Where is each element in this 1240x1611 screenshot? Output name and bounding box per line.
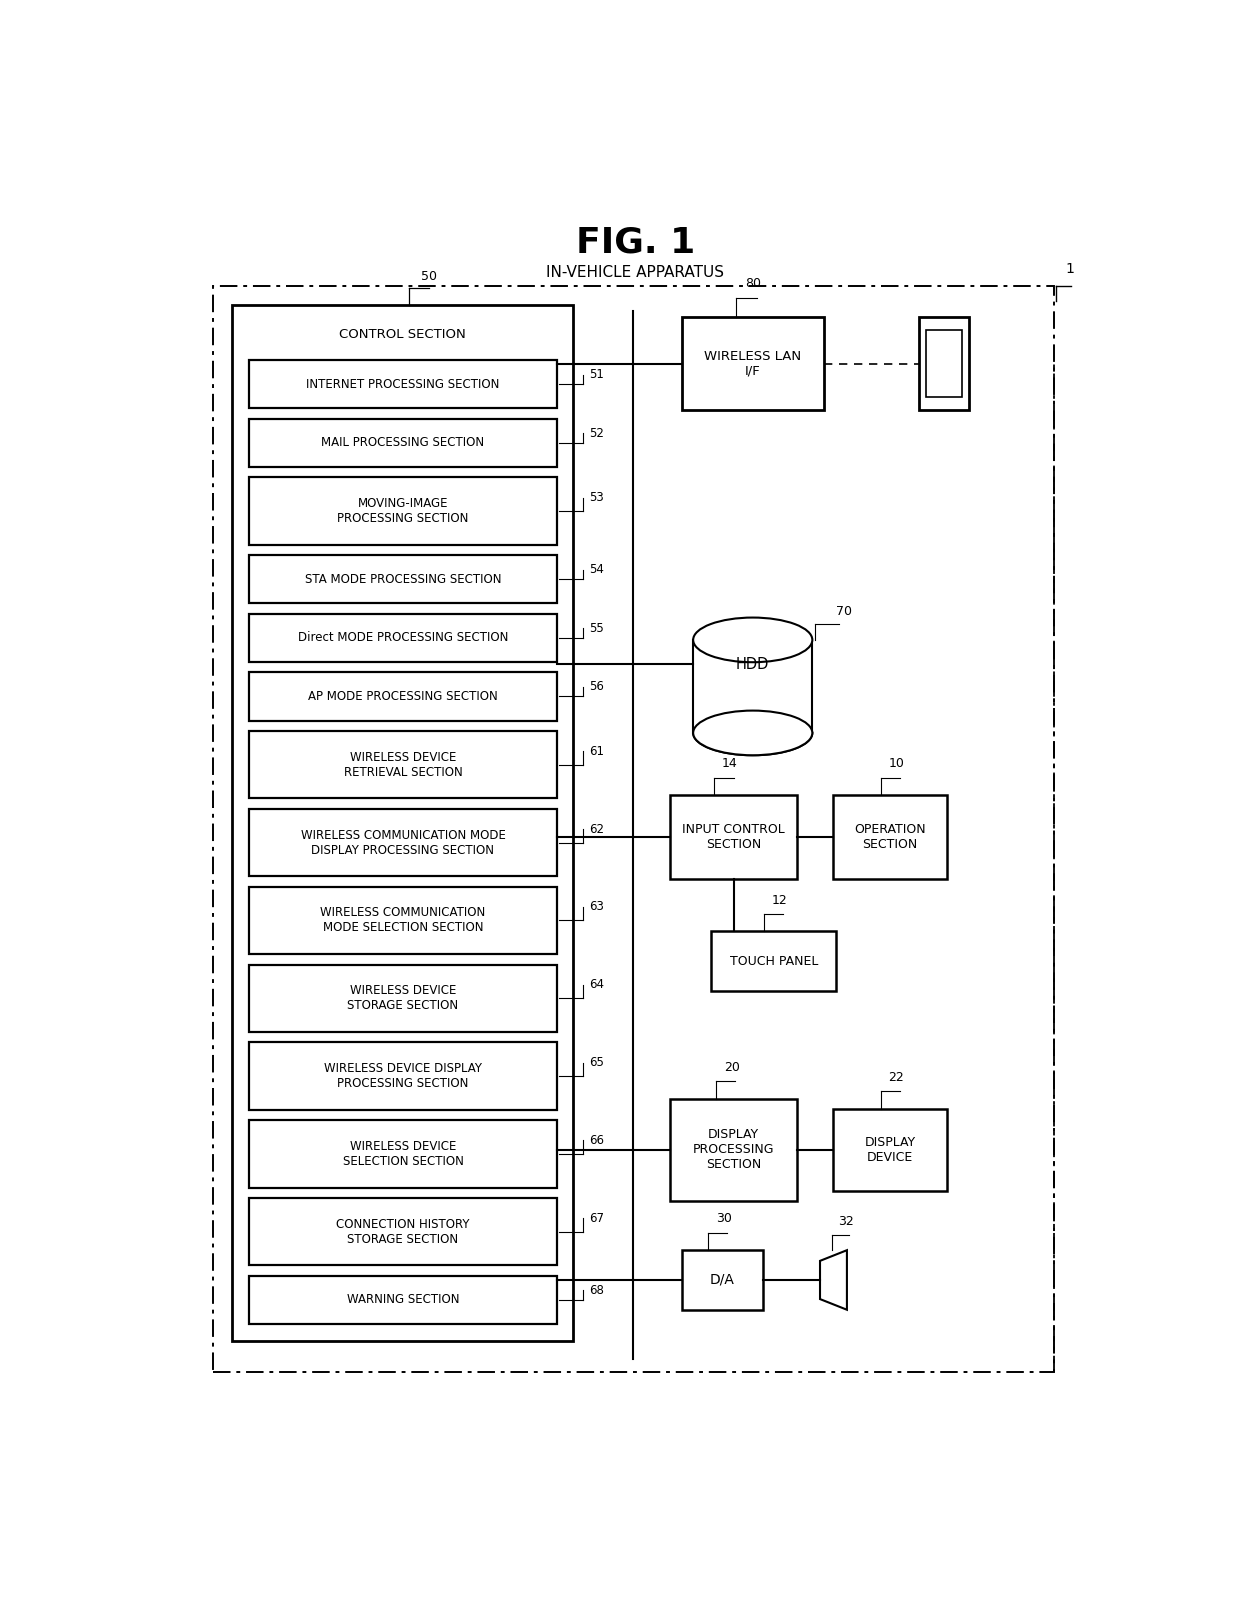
Text: 10: 10	[888, 757, 904, 770]
Text: 12: 12	[773, 894, 787, 907]
Text: DISPLAY
PROCESSING
SECTION: DISPLAY PROCESSING SECTION	[693, 1128, 774, 1171]
Ellipse shape	[693, 617, 812, 662]
Text: 30: 30	[715, 1213, 732, 1226]
Text: 62: 62	[589, 823, 604, 836]
Text: 22: 22	[888, 1071, 904, 1084]
Text: HDD: HDD	[737, 657, 770, 672]
Text: 1: 1	[1065, 263, 1074, 277]
Text: OPERATION
SECTION: OPERATION SECTION	[854, 823, 926, 851]
Polygon shape	[820, 1250, 847, 1310]
Text: 68: 68	[589, 1284, 604, 1297]
Text: DISPLAY
DEVICE: DISPLAY DEVICE	[864, 1136, 915, 1163]
Ellipse shape	[693, 710, 812, 756]
Text: 80: 80	[745, 277, 761, 290]
Text: FIG. 1: FIG. 1	[575, 226, 696, 259]
Text: 54: 54	[589, 564, 604, 577]
Text: 56: 56	[589, 680, 604, 693]
Text: TOUCH PANEL: TOUCH PANEL	[729, 955, 818, 968]
Text: 53: 53	[589, 491, 604, 504]
Text: CONNECTION HISTORY
STORAGE SECTION: CONNECTION HISTORY STORAGE SECTION	[336, 1218, 470, 1245]
Text: 32: 32	[838, 1215, 853, 1228]
Text: WIRELESS DEVICE
SELECTION SECTION: WIRELESS DEVICE SELECTION SECTION	[342, 1141, 464, 1168]
Text: MOVING-IMAGE
PROCESSING SECTION: MOVING-IMAGE PROCESSING SECTION	[337, 498, 469, 525]
Text: 20: 20	[724, 1062, 740, 1075]
Text: 51: 51	[589, 367, 604, 382]
Text: IN-VEHICLE APPARATUS: IN-VEHICLE APPARATUS	[547, 266, 724, 280]
Text: 67: 67	[589, 1211, 604, 1224]
Text: AP MODE PROCESSING SECTION: AP MODE PROCESSING SECTION	[308, 690, 497, 702]
Text: INPUT CONTROL
SECTION: INPUT CONTROL SECTION	[682, 823, 785, 851]
Text: WIRELESS DEVICE
STORAGE SECTION: WIRELESS DEVICE STORAGE SECTION	[347, 984, 459, 1012]
Text: MAIL PROCESSING SECTION: MAIL PROCESSING SECTION	[321, 437, 485, 449]
Text: 63: 63	[589, 901, 604, 913]
Text: 65: 65	[589, 1057, 604, 1070]
Text: 55: 55	[589, 622, 604, 635]
Text: WIRELESS COMMUNICATION
MODE SELECTION SECTION: WIRELESS COMMUNICATION MODE SELECTION SE…	[320, 907, 486, 934]
Text: WIRELESS DEVICE DISPLAY
PROCESSING SECTION: WIRELESS DEVICE DISPLAY PROCESSING SECTI…	[324, 1062, 482, 1091]
Text: WIRELESS LAN
I/F: WIRELESS LAN I/F	[704, 350, 801, 379]
Text: 52: 52	[589, 427, 604, 440]
Text: INTERNET PROCESSING SECTION: INTERNET PROCESSING SECTION	[306, 377, 500, 391]
Text: WIRELESS COMMUNICATION MODE
DISPLAY PROCESSING SECTION: WIRELESS COMMUNICATION MODE DISPLAY PROC…	[300, 828, 506, 857]
Text: 61: 61	[589, 744, 604, 757]
Text: D/A: D/A	[711, 1273, 735, 1287]
Text: CONTROL SECTION: CONTROL SECTION	[339, 329, 466, 342]
Text: Direct MODE PROCESSING SECTION: Direct MODE PROCESSING SECTION	[298, 632, 508, 644]
Text: STA MODE PROCESSING SECTION: STA MODE PROCESSING SECTION	[305, 574, 501, 586]
Text: WIRELESS DEVICE
RETRIEVAL SECTION: WIRELESS DEVICE RETRIEVAL SECTION	[343, 751, 463, 778]
Text: 64: 64	[589, 978, 604, 991]
Text: 66: 66	[589, 1134, 604, 1147]
Text: 70: 70	[836, 604, 852, 617]
Text: 50: 50	[420, 269, 436, 282]
Text: 14: 14	[722, 757, 738, 770]
Text: WARNING SECTION: WARNING SECTION	[347, 1294, 459, 1307]
